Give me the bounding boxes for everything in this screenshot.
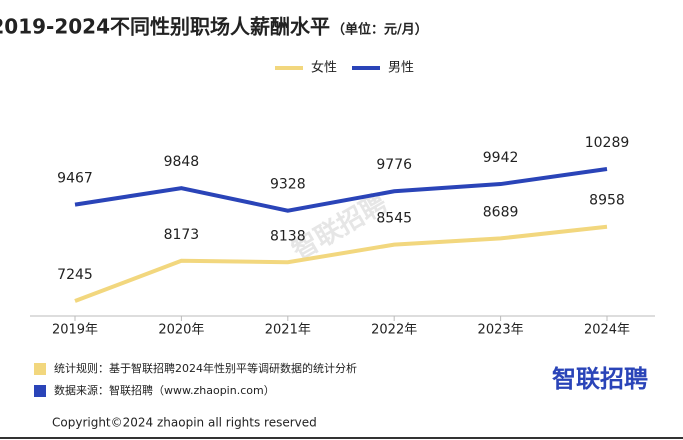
copyright: Copyright©2024 zhaopin all rights reserv… xyxy=(52,416,317,430)
data-label: 8545 xyxy=(376,211,412,227)
data-label: 9942 xyxy=(483,150,519,166)
x-tick-label: 2023年 xyxy=(478,323,524,338)
legend-label: 女性 xyxy=(311,60,337,76)
data-label: 7245 xyxy=(57,267,93,283)
data-label: 8958 xyxy=(589,193,625,209)
x-tick-label: 2024年 xyxy=(584,323,630,338)
note: 数据来源：智联招聘（www.zhaopin.com） xyxy=(54,383,275,397)
note: 统计规则：基于智联招聘2024年性别平等调研数据的统计分析 xyxy=(54,361,357,375)
logo: 智联招聘 xyxy=(552,365,648,393)
data-label: 8689 xyxy=(483,204,519,220)
note-icon xyxy=(34,385,46,397)
x-tick-label: 2019年 xyxy=(52,323,98,338)
data-label: 9467 xyxy=(57,171,93,187)
note-icon xyxy=(34,363,46,375)
data-label: 8173 xyxy=(164,227,200,243)
x-tick-label: 2022年 xyxy=(371,323,417,338)
chart-title: 2019-2024不同性别职场人薪酬水平 xyxy=(0,15,330,39)
data-label: 9776 xyxy=(376,157,412,173)
data-label: 9848 xyxy=(164,154,200,170)
line xyxy=(74,224,608,303)
x-tick-label: 2021年 xyxy=(265,323,311,338)
data-label: 9328 xyxy=(270,177,306,193)
data-label: 8138 xyxy=(270,228,306,244)
chart-subtitle: （单位：元/月） xyxy=(332,22,428,38)
line xyxy=(74,167,608,213)
data-label: 10289 xyxy=(585,135,630,151)
x-tick-label: 2020年 xyxy=(158,323,204,338)
legend-label: 男性 xyxy=(388,61,414,76)
